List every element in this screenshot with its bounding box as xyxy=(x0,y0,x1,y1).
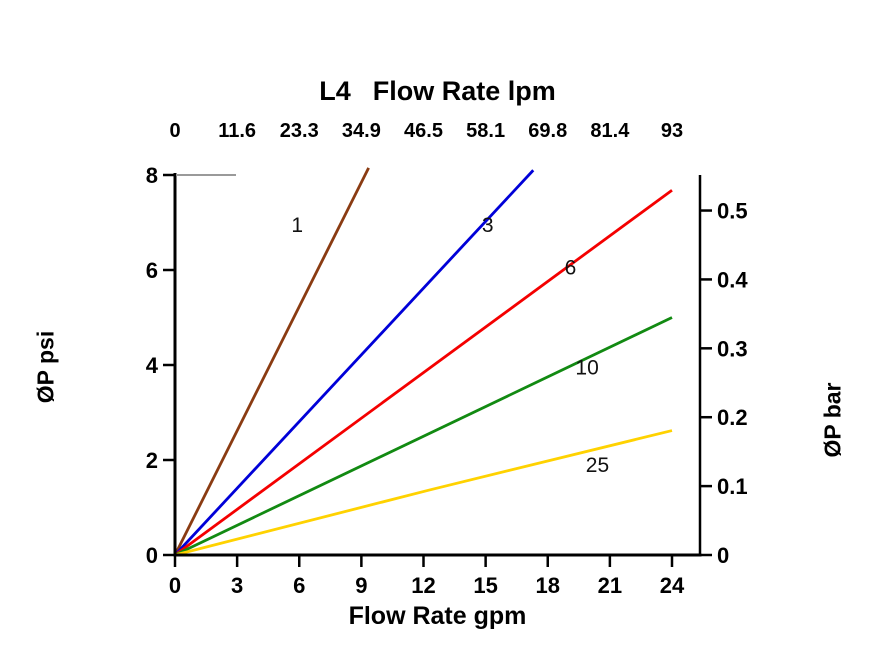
y-tick-label-bar: 0.4 xyxy=(717,267,748,292)
x-tick-label-lpm: 81.4 xyxy=(590,120,630,142)
x-tick-label-gpm: 18 xyxy=(536,573,560,598)
series-line-3 xyxy=(173,169,535,556)
curve-label-6: 6 xyxy=(565,257,577,280)
x-tick-label-gpm: 15 xyxy=(473,573,497,598)
x-tick-label-lpm: 58.1 xyxy=(466,120,505,142)
chart-title: L4 Flow Rate lpm xyxy=(175,76,700,107)
x-tick-label-lpm: 93 xyxy=(661,120,683,142)
x-tick-label-lpm: 46.5 xyxy=(404,120,443,142)
x-tick-label-lpm: 0 xyxy=(169,120,180,142)
x-tick-label-gpm: 12 xyxy=(411,573,435,598)
y-tick-label-psi: 0 xyxy=(146,543,158,568)
x-tick-label-lpm: 11.6 xyxy=(218,120,256,142)
curve-label-3: 3 xyxy=(482,214,494,237)
chart-title-main: Flow Rate lpm xyxy=(372,76,556,106)
y-tick-label-psi: 2 xyxy=(146,448,158,473)
y-tick-label-bar: 0.5 xyxy=(717,199,748,224)
y-tick-label-bar: 0 xyxy=(717,543,729,568)
series-line-25 xyxy=(174,429,673,557)
curve-label-10: 10 xyxy=(575,356,598,379)
curve-label-1: 1 xyxy=(291,214,303,237)
y-tick-label-bar: 0.3 xyxy=(717,336,748,361)
x-tick-label-gpm: 9 xyxy=(355,573,367,598)
x-tick-label-gpm: 0 xyxy=(169,573,181,598)
chart-title-prefix: L4 xyxy=(319,76,351,106)
y-tick-label-psi: 6 xyxy=(146,258,158,283)
y-tick-label-psi: 4 xyxy=(146,353,159,378)
x-tick-label-lpm: 69.8 xyxy=(528,120,567,142)
x-tick-label-gpm: 24 xyxy=(660,573,685,598)
series-line-10 xyxy=(174,316,673,557)
y-tick-label-bar: 0.2 xyxy=(717,405,748,430)
series-line-1 xyxy=(173,167,370,556)
x-tick-label-lpm: 23.3 xyxy=(280,120,319,142)
series-line-6 xyxy=(174,189,673,557)
x-tick-label-lpm: 34.9 xyxy=(342,120,381,142)
y-tick-label-psi: 8 xyxy=(146,163,158,188)
x-tick-label-gpm: 21 xyxy=(598,573,622,598)
curve-label-25: 25 xyxy=(586,454,609,477)
bottom-axis-title: Flow Rate gpm xyxy=(348,602,527,630)
y-tick-label-bar: 0.1 xyxy=(717,474,748,499)
x-tick-label-gpm: 6 xyxy=(293,573,305,598)
x-tick-label-gpm: 3 xyxy=(231,573,243,598)
